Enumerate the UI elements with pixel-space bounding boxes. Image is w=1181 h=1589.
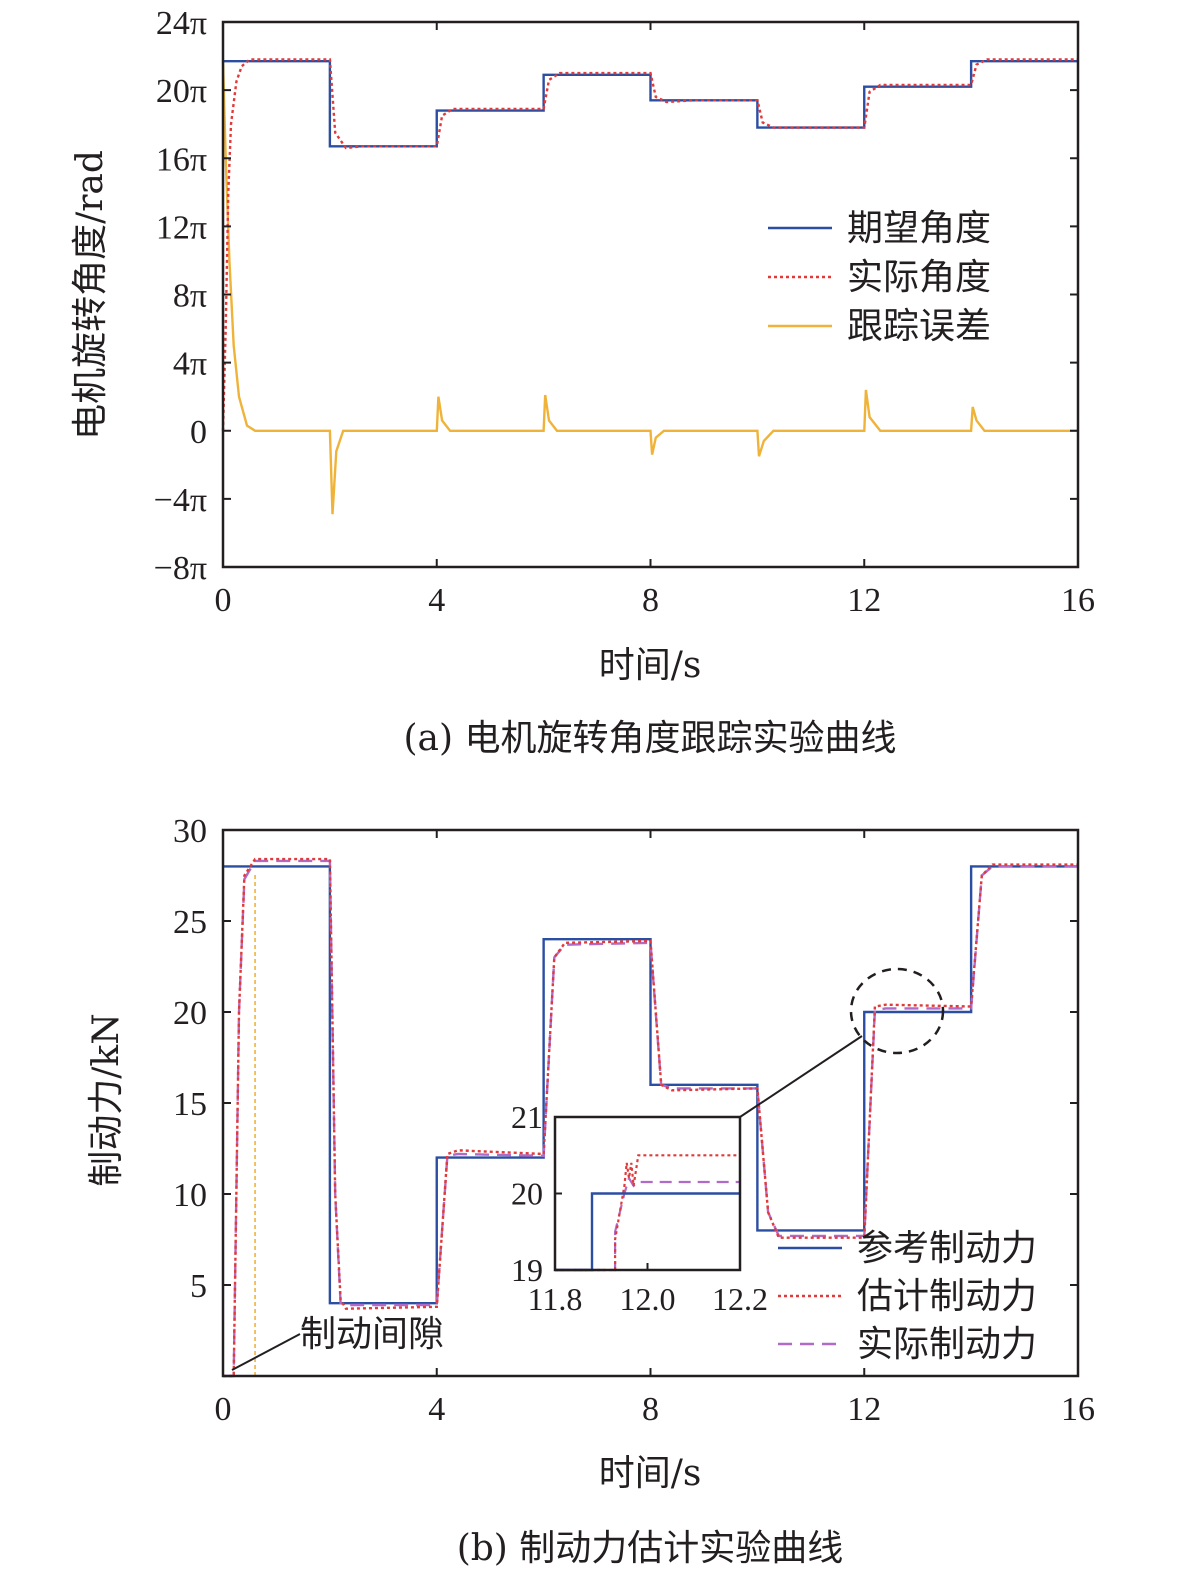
chart-b-inset: 11.8 12.0 12.2 21 20 19 (511, 1099, 768, 1317)
chart-b-y-tick-label: 20 (173, 995, 207, 1032)
chart-a-y-tick-label: 8π (173, 278, 207, 315)
chart-a-plot-area (221, 58, 1078, 515)
chart-a-xlabel: 时间/s (599, 645, 702, 686)
chart-b-plot-area (223, 857, 1078, 1378)
inset-y-tick-label: 21 (511, 1099, 543, 1135)
chart-b-x-tick-label: 0 (215, 1391, 232, 1428)
series-line-actual-angle (221, 58, 1078, 431)
chart-a-y-tick-label: 24π (156, 5, 207, 42)
inset-y-tick-label: 20 (511, 1176, 543, 1212)
chart-b-y-tick-label: 30 (173, 813, 207, 850)
chart-b-x-tick-label: 8 (642, 1391, 659, 1428)
series-line-reference-force (223, 865, 1078, 1305)
legend-label-actual-angle: 实际角度 (847, 257, 991, 298)
chart-a-y-tick-label: 20π (156, 73, 207, 110)
chart-b-x-tick-label: 16 (1061, 1391, 1095, 1428)
inset-series-estimated-force (555, 1154, 740, 1272)
chart-b-y-tick-label: 10 (173, 1177, 207, 1214)
chart-a-y-tick-label: 0 (190, 414, 207, 451)
chart-b-xlabel: 时间/s (599, 1453, 702, 1494)
series-line-desired-angle (223, 59, 1078, 148)
brake-gap-pointer (231, 1333, 301, 1371)
chart-b-y-tick-label: 25 (173, 904, 207, 941)
chart-b-ylabel: 制动力/kN (86, 1013, 127, 1186)
chart-a-x-tick-label: 8 (642, 582, 659, 619)
chart-a-x-tick-label: 0 (215, 582, 232, 619)
chart-a-ticks: 0 4 8 12 16 24π 20π 16π 12π 8π 4π 0 −4π −8π (154, 5, 1095, 619)
chart-b-caption: (b) 制动力估计实验曲线 (457, 1528, 844, 1569)
chart-b: 0 4 8 12 16 30 25 20 15 10 5 制动力/kN 时间/s (b) 制动力估计… (86, 813, 1095, 1569)
chart-b-ticks: 0 4 8 12 16 30 25 20 15 10 5 (173, 813, 1095, 1428)
legend-label-tracking-error: 跟踪误差 (847, 306, 991, 347)
zoom-highlight-circle (849, 967, 945, 1055)
chart-a-x-tick-label: 12 (847, 582, 881, 619)
chart-a-y-tick-label: 16π (156, 141, 207, 178)
chart-b-x-tick-label: 4 (428, 1391, 445, 1428)
inset-ticks: 11.8 12.0 12.2 21 20 19 (511, 1099, 768, 1317)
chart-a-ylabel: 电机旋转角度/rad (70, 150, 111, 440)
inset-x-tick-label: 11.8 (528, 1281, 583, 1317)
chart-a-x-tick-label: 16 (1061, 582, 1095, 619)
chart-a-y-tick-label: −8π (154, 550, 207, 587)
inset-y-tick-label: 19 (511, 1252, 543, 1288)
legend-label-desired-angle: 期望角度 (847, 208, 991, 249)
series-line-tracking-error (221, 61, 1078, 515)
inset-x-tick-label: 12.2 (712, 1281, 768, 1317)
chart-b-y-tick-label: 5 (190, 1268, 207, 1305)
chart-a-legend: 期望角度 实际角度 跟踪误差 (768, 208, 991, 347)
chart-a-caption: (a) 电机旋转角度跟踪实验曲线 (404, 718, 897, 759)
chart-a-y-tick-label: 12π (156, 209, 207, 246)
chart-a-y-tick-label: −4π (154, 482, 207, 519)
chart-a-x-tick-label: 4 (428, 582, 445, 619)
legend-label-real-force: 实际制动力 (857, 1324, 1037, 1365)
legend-label-estimated-force: 估计制动力 (857, 1276, 1037, 1317)
chart-b-x-tick-label: 12 (847, 1391, 881, 1428)
brake-gap-annotation: 制动间隙 (300, 1314, 444, 1355)
legend-label-reference-force: 参考制动力 (857, 1228, 1037, 1269)
chart-b-y-tick-label: 15 (173, 1086, 207, 1123)
chart-a: 0 4 8 12 16 24π 20π 16π 12π 8π 4π 0 −4π −8π 电机旋转角度/ra… (70, 5, 1095, 759)
chart-b-legend: 参考制动力 估计制动力 实际制动力 (778, 1228, 1037, 1365)
series-line-estimated-force (223, 857, 1078, 1378)
zoom-connector-line (739, 1035, 863, 1118)
inset-x-tick-label: 12.0 (620, 1281, 676, 1317)
chart-a-y-tick-label: 4π (173, 346, 207, 383)
